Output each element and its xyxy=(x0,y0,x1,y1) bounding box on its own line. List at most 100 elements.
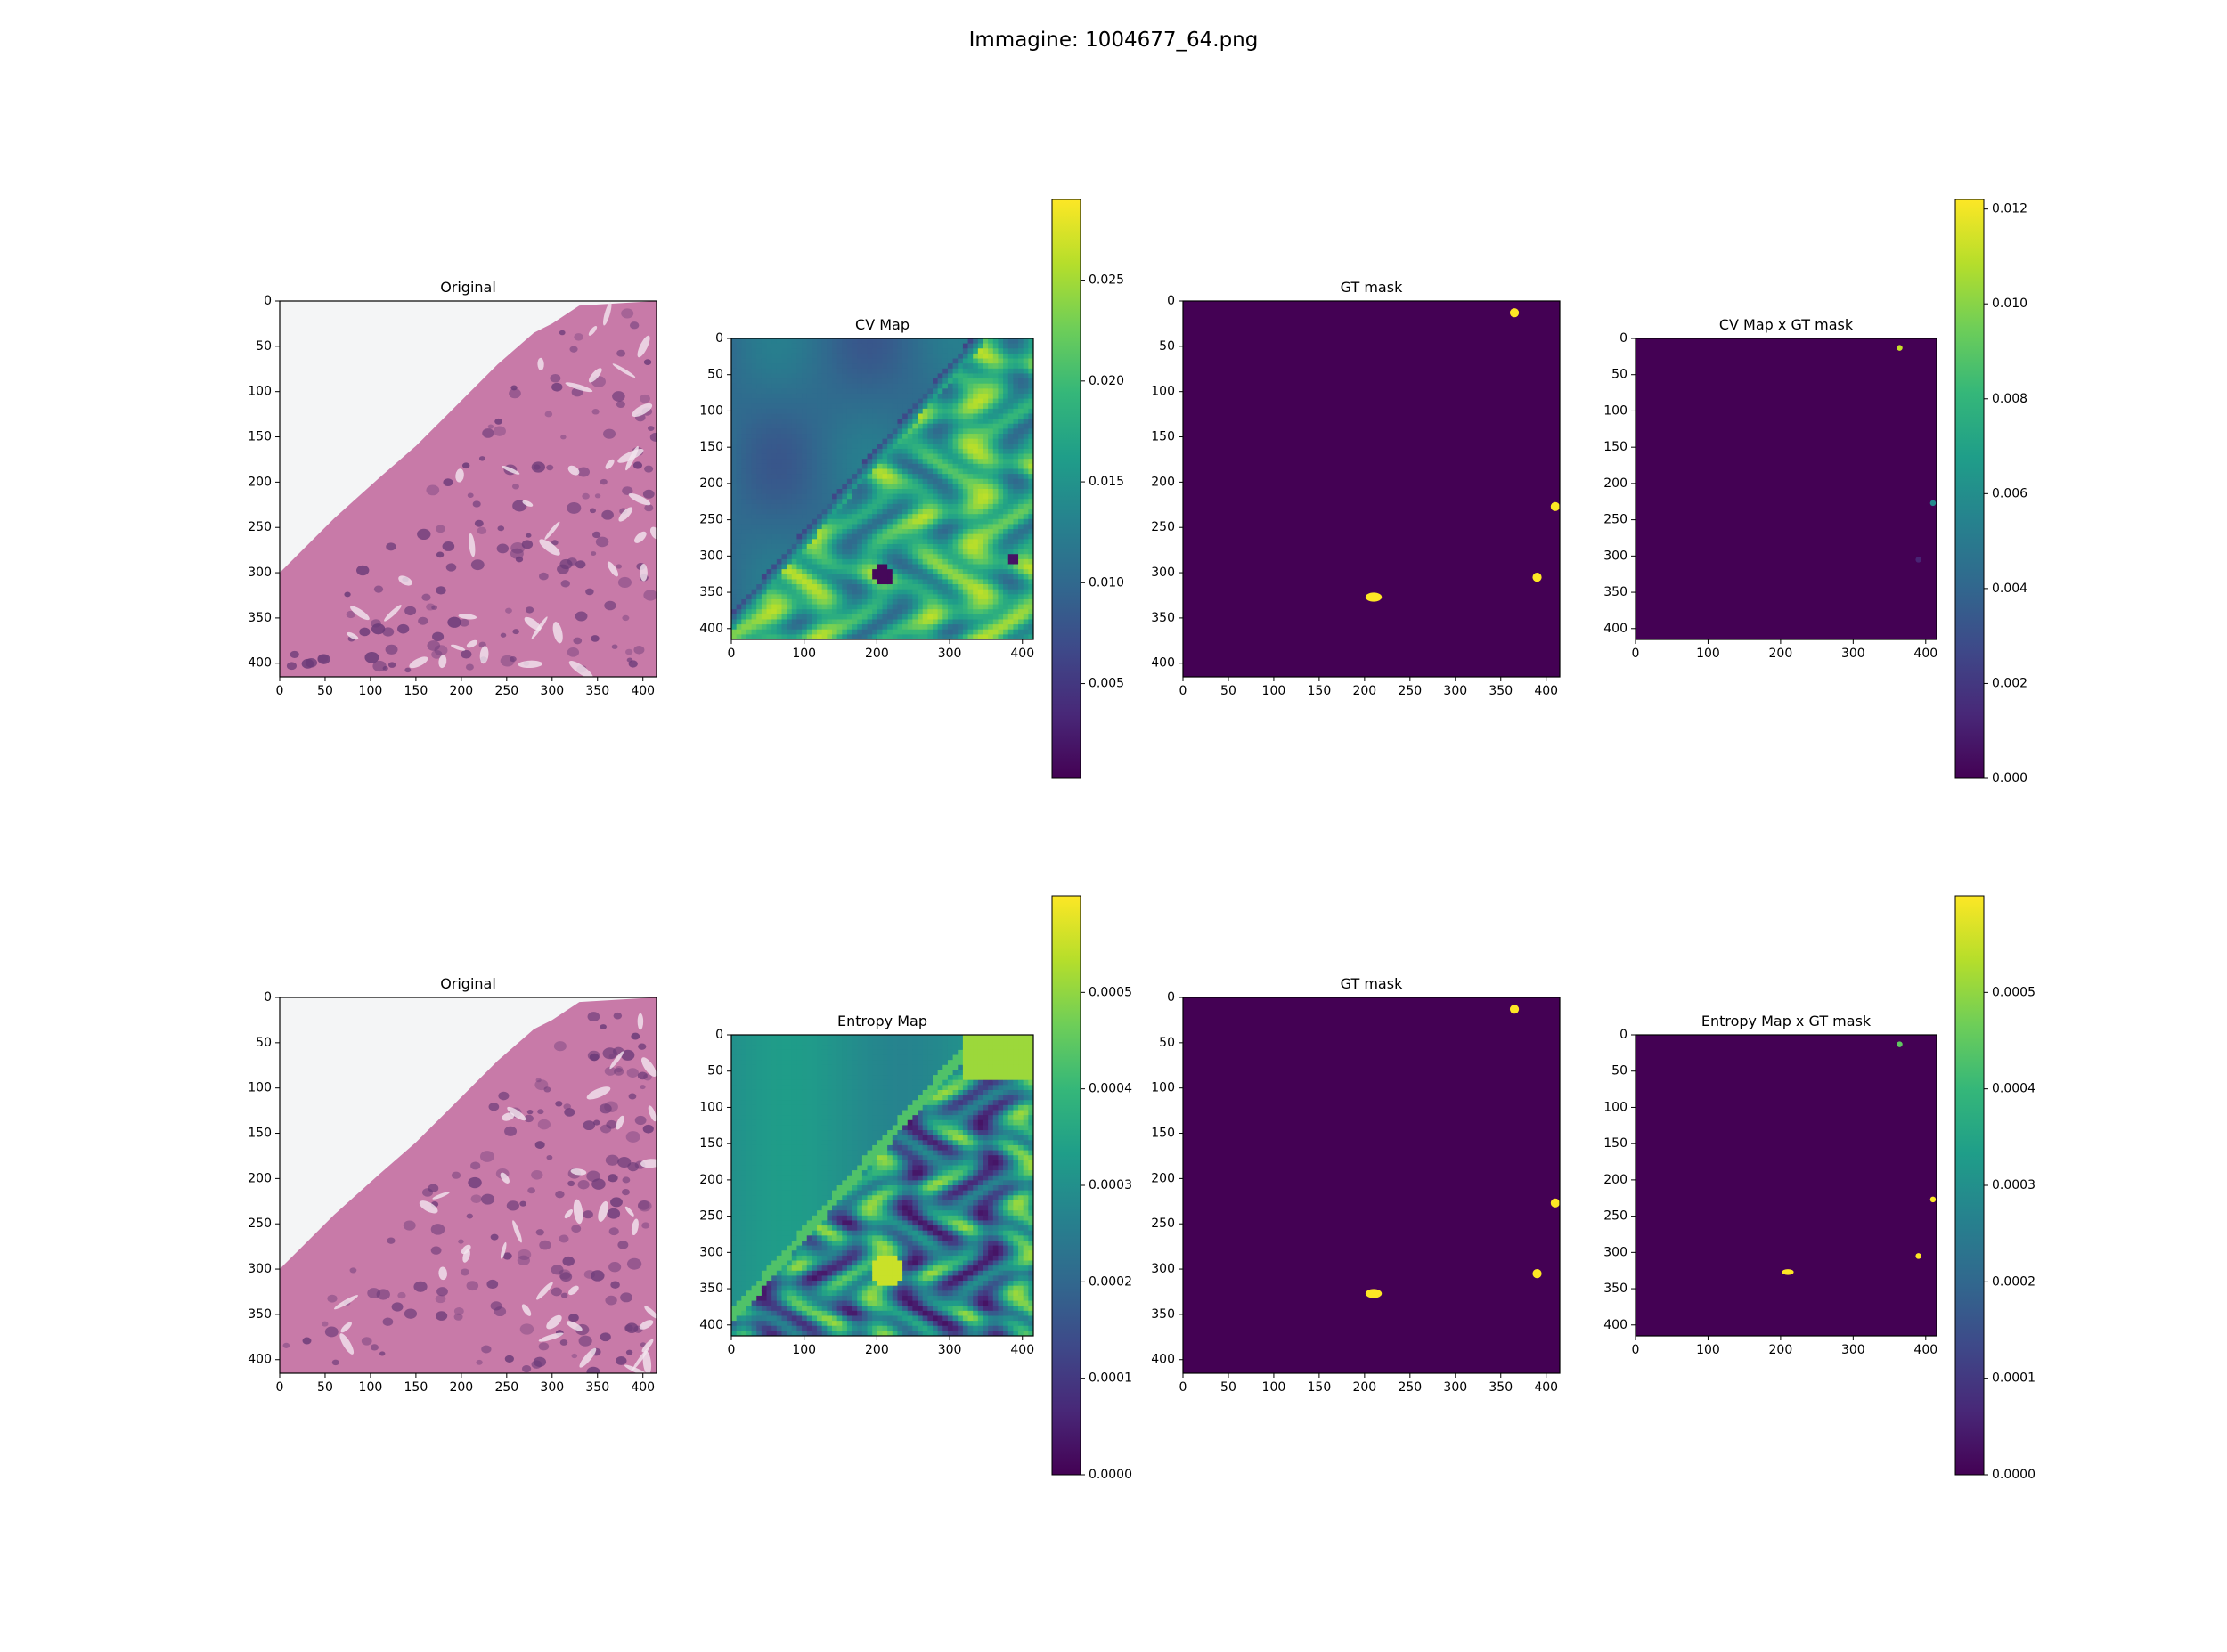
heatmap-cell xyxy=(776,1160,783,1167)
heatmap-cell xyxy=(882,549,888,555)
nucleus-mark xyxy=(592,1119,600,1126)
heatmap-cell xyxy=(933,604,939,610)
heatmap-cell xyxy=(927,539,934,545)
heatmap-cell xyxy=(867,434,873,440)
heatmap-cell xyxy=(796,388,803,395)
heatmap-cell xyxy=(787,1060,793,1066)
heatmap-cell xyxy=(977,423,984,429)
heatmap-cell xyxy=(776,1075,783,1081)
heatmap-cell xyxy=(927,428,934,435)
heatmap-cell xyxy=(1007,569,1014,575)
heatmap-cell xyxy=(781,398,787,404)
heatmap-cell xyxy=(977,489,984,495)
heatmap-cell xyxy=(967,378,974,385)
heatmap-cell xyxy=(1007,533,1014,540)
heatmap-cell xyxy=(821,423,828,429)
heatmap-cell xyxy=(787,1095,793,1101)
heatmap-cell xyxy=(731,353,738,360)
heatmap-cell xyxy=(766,589,772,595)
heatmap-cell xyxy=(967,363,974,370)
heatmap-cell xyxy=(852,529,858,535)
heatmap-cell xyxy=(796,393,803,400)
heatmap-cell xyxy=(751,569,757,575)
heatmap-cell xyxy=(787,1270,793,1276)
heatmap-cell xyxy=(867,529,873,535)
heatmap-cell xyxy=(958,338,964,345)
heatmap-cell xyxy=(962,463,969,470)
heatmap-cell xyxy=(1013,463,1019,470)
heatmap-cell xyxy=(1023,619,1029,625)
heatmap-cell xyxy=(846,444,853,450)
heatmap-cell xyxy=(791,1245,798,1251)
heatmap-cell xyxy=(731,614,738,621)
heatmap-cell xyxy=(922,549,928,555)
heatmap-cell xyxy=(761,624,768,631)
heatmap-cell xyxy=(736,363,742,370)
heatmap-cell xyxy=(817,468,823,475)
heatmap-cell xyxy=(992,423,999,429)
heatmap-cell xyxy=(741,543,747,550)
heatmap-cell xyxy=(812,438,818,444)
heatmap-cell xyxy=(962,584,969,590)
heatmap-cell xyxy=(741,1144,747,1152)
heatmap-cell xyxy=(766,368,772,375)
heatmap-cell xyxy=(802,584,808,590)
heatmap-cell xyxy=(746,434,753,440)
heatmap-cell xyxy=(796,558,803,566)
heatmap-cell xyxy=(781,468,787,475)
y-tick-label: 200 xyxy=(248,475,272,489)
heatmap-cell xyxy=(827,493,833,500)
heatmap-cell xyxy=(922,408,928,415)
heatmap-cell xyxy=(952,459,959,465)
vessel-mark xyxy=(521,1304,532,1316)
heatmap-cell xyxy=(776,1300,783,1306)
heatmap-cell xyxy=(958,434,964,440)
heatmap-cell xyxy=(832,484,838,490)
heatmap-cell xyxy=(761,1300,768,1306)
heatmap-cell xyxy=(897,398,903,404)
heatmap-cell xyxy=(887,518,893,525)
heatmap-cell xyxy=(872,558,878,566)
heatmap-cell xyxy=(988,453,994,460)
heatmap-cell xyxy=(766,499,772,505)
heatmap-cell xyxy=(731,489,738,495)
heatmap-cell xyxy=(731,619,738,625)
heatmap-cell xyxy=(947,438,954,444)
vessel-mark xyxy=(570,1168,587,1176)
heatmap-cell xyxy=(796,363,803,370)
heatmap-cell xyxy=(907,434,913,440)
heatmap-cell xyxy=(877,423,884,429)
heatmap-cell xyxy=(977,574,984,580)
heatmap-cell xyxy=(857,539,863,545)
heatmap-cell xyxy=(1023,524,1029,530)
heatmap-cell xyxy=(992,438,999,444)
heatmap-cell xyxy=(741,1240,747,1247)
heatmap-cell xyxy=(761,338,768,345)
heatmap-cell xyxy=(882,524,888,530)
heatmap-cell xyxy=(796,619,803,625)
heatmap-cell xyxy=(882,558,888,566)
nucleus-mark xyxy=(534,1141,545,1149)
heatmap-cell xyxy=(977,343,984,349)
heatmap-cell xyxy=(787,383,793,389)
heatmap-cell xyxy=(761,398,768,404)
heatmap-cell xyxy=(947,459,954,465)
heatmap-cell xyxy=(746,403,753,410)
heatmap-cell xyxy=(771,468,778,475)
heatmap-cell xyxy=(802,509,808,515)
heatmap-cell xyxy=(781,1306,787,1312)
heatmap-cell xyxy=(746,1315,753,1322)
heatmap-cell xyxy=(867,543,873,550)
heatmap-cell xyxy=(791,1064,798,1071)
heatmap-cell xyxy=(766,1119,772,1126)
heatmap-cell xyxy=(776,393,783,400)
heatmap-cell xyxy=(846,393,853,400)
heatmap-cell xyxy=(1018,348,1024,354)
heatmap-cell xyxy=(791,1210,798,1217)
heatmap-cell xyxy=(787,453,793,460)
heatmap-cell xyxy=(977,338,984,345)
heatmap-cell xyxy=(781,1054,787,1061)
x-tick-label: 100 xyxy=(1696,647,1720,661)
heatmap-cell xyxy=(857,353,863,360)
heatmap-cell xyxy=(1028,549,1033,555)
